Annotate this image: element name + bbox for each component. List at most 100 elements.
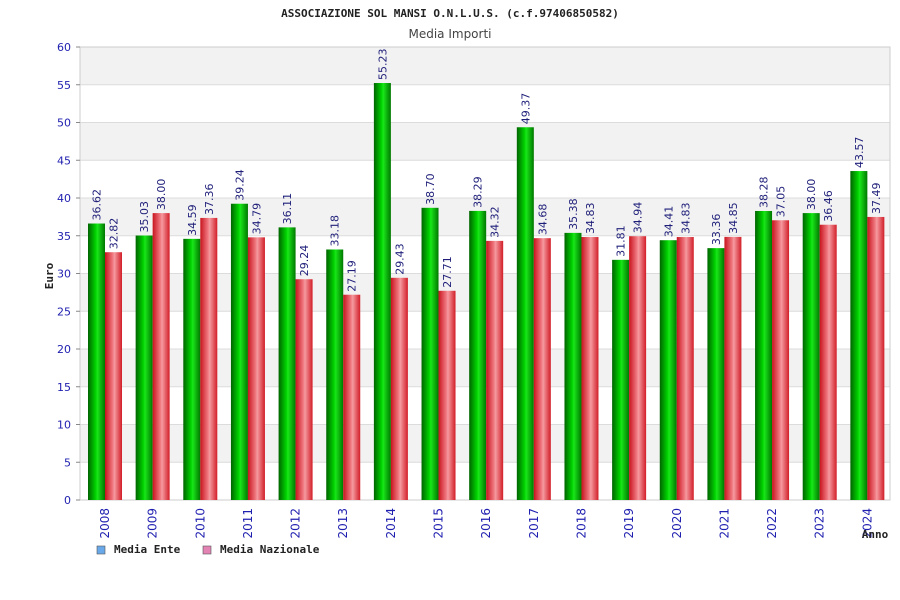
y-tick-label: 5: [64, 456, 71, 469]
bar-value-label: 35.38: [567, 198, 580, 230]
bar-value-label: 33.36: [710, 214, 723, 246]
bar-media-ente: [469, 210, 487, 500]
bar-value-label: 34.32: [489, 206, 502, 238]
bar-media-nazionale: [295, 279, 313, 500]
plot-band: [80, 47, 890, 85]
legend-swatch-media-ente: [96, 545, 106, 555]
bar-value-label: 34.68: [536, 204, 549, 236]
bar-media-nazionale: [390, 277, 408, 500]
x-tick-label: 2017: [527, 508, 541, 539]
bar-media-nazionale: [581, 237, 599, 500]
bar-value-label: 34.41: [662, 206, 675, 238]
bar-media-nazionale: [867, 216, 885, 500]
bar-value-label: 36.62: [91, 189, 104, 221]
x-axis: 2008 2009 2010 2011 2012 2013 2014 2015 2016 2017…: [98, 508, 874, 539]
x-tick-label: 2011: [241, 508, 255, 539]
bar-media-ente: [707, 248, 725, 500]
y-tick-label: 25: [57, 305, 71, 318]
bar-value-label: 31.81: [615, 225, 628, 257]
bar-value-label: 34.85: [727, 202, 740, 234]
y-tick-label: 30: [57, 268, 71, 281]
legend: Media Ente Media Nazionale: [96, 543, 320, 556]
bar-value-label: 37.36: [203, 183, 216, 215]
bar-media-ente: [564, 232, 582, 501]
x-tick-label: 2022: [765, 508, 779, 539]
chart-subtitle: Media Importi: [408, 27, 491, 41]
bar-media-nazionale: [676, 237, 694, 500]
x-tick-label: 2020: [670, 508, 684, 539]
bar-media-ente: [421, 207, 439, 500]
bar-value-label: 38.70: [424, 173, 437, 205]
x-tick-label: 2019: [622, 508, 636, 539]
bar-media-ente: [230, 203, 248, 500]
x-axis-label: Anno: [862, 528, 889, 541]
bar-value-label: 29.43: [393, 243, 406, 275]
x-tick-label: 2021: [717, 508, 731, 539]
bar-media-nazionale: [819, 224, 837, 501]
bar-media-nazionale: [629, 236, 647, 500]
x-tick-label: 2024: [860, 508, 874, 539]
y-tick-label: 55: [57, 79, 71, 92]
bar-media-ente: [183, 238, 201, 500]
x-tick-label: 2009: [146, 508, 160, 539]
bar-value-label: 39.24: [233, 169, 246, 200]
y-tick-label: 10: [57, 419, 71, 432]
x-tick-label: 2012: [289, 508, 303, 539]
bar-media-nazionale: [486, 240, 504, 500]
bar-media-nazionale: [247, 237, 265, 500]
bar-value-label: 37.05: [775, 186, 788, 218]
y-tick-label: 40: [57, 192, 71, 205]
bar-value-label: 34.83: [679, 203, 692, 235]
x-tick-label: 2023: [813, 508, 827, 539]
y-tick-label: 35: [57, 230, 71, 243]
plot-band: [80, 84, 890, 123]
bar-value-label: 38.00: [155, 179, 168, 211]
bar-media-ente: [802, 213, 820, 500]
bar-media-nazionale: [152, 213, 170, 500]
bar-value-label: 34.83: [584, 203, 597, 235]
bar-media-ente: [755, 210, 773, 500]
bar-value-label: 27.71: [441, 256, 454, 288]
x-tick-label: 2018: [574, 508, 588, 539]
bar-value-label: 49.37: [519, 93, 532, 125]
bar-value-label: 55.23: [376, 49, 389, 81]
bar-value-label: 43.57: [853, 137, 866, 169]
bar-media-nazionale: [105, 252, 122, 500]
bar-value-label: 38.00: [805, 179, 818, 211]
bar-value-label: 34.94: [632, 202, 645, 234]
bar-value-label: 37.49: [870, 182, 883, 214]
y-axis: 0 5 10 15 20 25 30 35 40 45 50 55 60: [57, 41, 80, 507]
plot-band: [80, 160, 890, 198]
bars: 36.62 32.82 35.03 38.00 34.59 37.36 39.24 34.79…: [88, 49, 885, 501]
y-tick-label: 20: [57, 343, 71, 356]
bar-value-label: 35.03: [138, 201, 151, 233]
bar-value-label: 34.79: [250, 203, 263, 235]
bar-media-ente: [373, 83, 391, 501]
bar-value-label: 36.11: [281, 193, 294, 225]
y-tick-label: 50: [57, 117, 71, 130]
bar-value-label: 32.82: [108, 218, 121, 250]
y-tick-label: 15: [57, 381, 71, 394]
bar-value-label: 27.19: [346, 260, 359, 292]
bar-media-ente: [850, 171, 868, 500]
bar-media-ente: [516, 127, 534, 500]
bar-media-ente: [88, 223, 105, 501]
x-tick-label: 2010: [193, 508, 207, 539]
bar-media-nazionale: [533, 238, 551, 500]
bar-media-nazionale: [200, 217, 218, 500]
bar-value-label: 38.29: [472, 176, 485, 208]
y-axis-label: Euro: [43, 262, 56, 289]
bar-value-label: 33.18: [329, 215, 342, 247]
bar-media-nazionale: [724, 236, 742, 500]
y-tick-label: 45: [57, 154, 71, 167]
bar-value-label: 38.28: [758, 176, 771, 208]
legend-label-media-ente: Media Ente: [114, 543, 181, 556]
bar-media-nazionale: [343, 294, 361, 500]
bar-media-ente: [326, 249, 344, 500]
bar-value-label: 29.24: [298, 245, 311, 277]
bar-media-nazionale: [772, 220, 790, 500]
legend-swatch-media-nazionale: [202, 545, 212, 555]
bar-media-ente: [659, 240, 677, 500]
x-tick-label: 2013: [336, 508, 350, 539]
